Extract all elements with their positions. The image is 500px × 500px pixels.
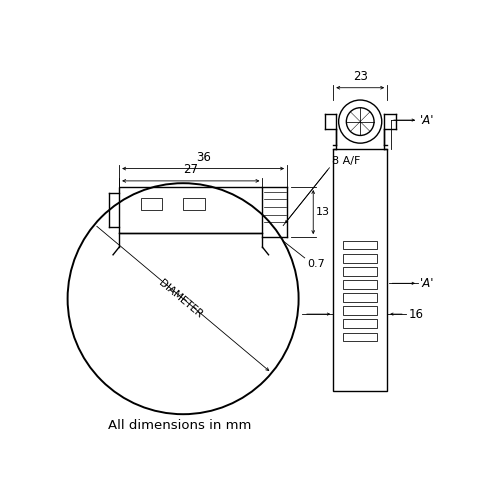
Bar bbox=[344, 267, 377, 276]
Bar bbox=[344, 294, 377, 302]
Text: All dimensions in mm: All dimensions in mm bbox=[108, 419, 251, 432]
Bar bbox=[183, 198, 204, 210]
Text: 'A': 'A' bbox=[420, 277, 435, 290]
Bar bbox=[344, 332, 377, 341]
Text: 23: 23 bbox=[353, 70, 368, 83]
Text: 8 A/F: 8 A/F bbox=[332, 156, 360, 166]
Text: 36: 36 bbox=[196, 151, 210, 164]
Text: 16: 16 bbox=[408, 308, 424, 320]
Text: 'A': 'A' bbox=[420, 114, 435, 126]
Bar bbox=[344, 306, 377, 315]
Bar bbox=[344, 280, 377, 288]
Text: 0.7: 0.7 bbox=[307, 260, 324, 270]
Bar bbox=[344, 254, 377, 262]
Text: 27: 27 bbox=[184, 164, 198, 176]
Bar bbox=[141, 198, 163, 210]
Text: DIAMETER: DIAMETER bbox=[156, 278, 204, 320]
Bar bbox=[344, 320, 377, 328]
Bar bbox=[344, 241, 377, 250]
Bar bbox=[333, 148, 387, 391]
Bar bbox=[119, 187, 262, 233]
Text: 13: 13 bbox=[316, 207, 330, 217]
